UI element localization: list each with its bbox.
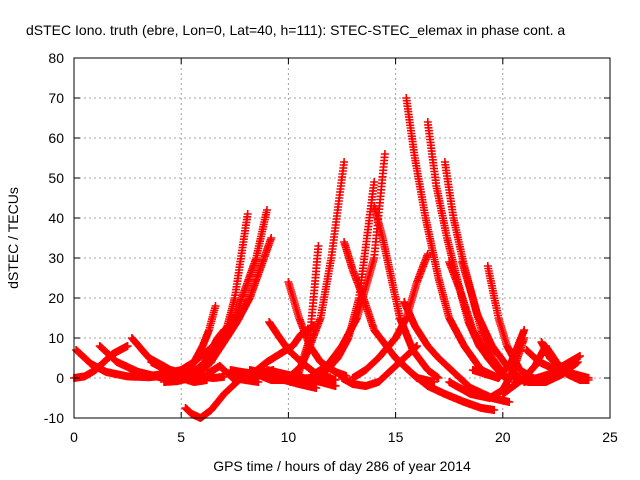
- plot-frame: [73, 57, 611, 419]
- series-trace: [286, 242, 323, 386]
- y-tick-label: 40: [48, 210, 64, 226]
- y-axis-label: dSTEC / TECUs: [5, 187, 21, 289]
- marker-path: [192, 326, 229, 374]
- series-trace: [370, 202, 443, 382]
- series-layer: [70, 94, 593, 422]
- y-tick-label: 20: [48, 290, 64, 306]
- x-tick-label: 25: [602, 429, 618, 445]
- y-tick-label: 30: [48, 250, 64, 266]
- marker-path: [391, 354, 499, 414]
- series-trace: [202, 362, 263, 386]
- tick-layer: 0 5 10 15 20 25 -10 0 10 20 30 40 50 60 70 80: [44, 50, 618, 445]
- marker-path: [522, 346, 569, 372]
- y-tick-label: 60: [48, 130, 64, 146]
- series-trace: [445, 334, 529, 402]
- series-trace: [423, 118, 507, 378]
- y-tick-label: 70: [48, 90, 64, 106]
- y-tick-label: 0: [56, 370, 64, 386]
- x-tick-label: 20: [495, 429, 511, 445]
- marker-path: [423, 118, 507, 378]
- x-tick-label: 15: [388, 429, 404, 445]
- series-trace: [177, 302, 220, 382]
- y-tick-label: 10: [48, 330, 64, 346]
- y-tick-label: -10: [44, 410, 64, 426]
- y-tick-label: 80: [48, 50, 64, 66]
- x-tick-label: 5: [177, 429, 185, 445]
- chart-title: dSTEC Iono. truth (ebre, Lon=0, Lat=40, …: [26, 22, 565, 38]
- y-tick-label: 50: [48, 170, 64, 186]
- x-axis-label: GPS time / hours of day 286 of year 2014: [213, 458, 471, 474]
- marker-path: [202, 362, 263, 386]
- series-trace: [391, 354, 499, 414]
- marker-path: [177, 302, 220, 382]
- x-tick-label: 0: [70, 429, 78, 445]
- marker-path: [468, 326, 529, 382]
- series-trace: [522, 346, 569, 372]
- marker-path: [286, 242, 323, 386]
- series-trace: [192, 326, 229, 374]
- marker-path: [370, 202, 443, 382]
- x-tick-label: 10: [281, 429, 297, 445]
- series-trace: [468, 326, 529, 382]
- marker-path: [445, 334, 529, 402]
